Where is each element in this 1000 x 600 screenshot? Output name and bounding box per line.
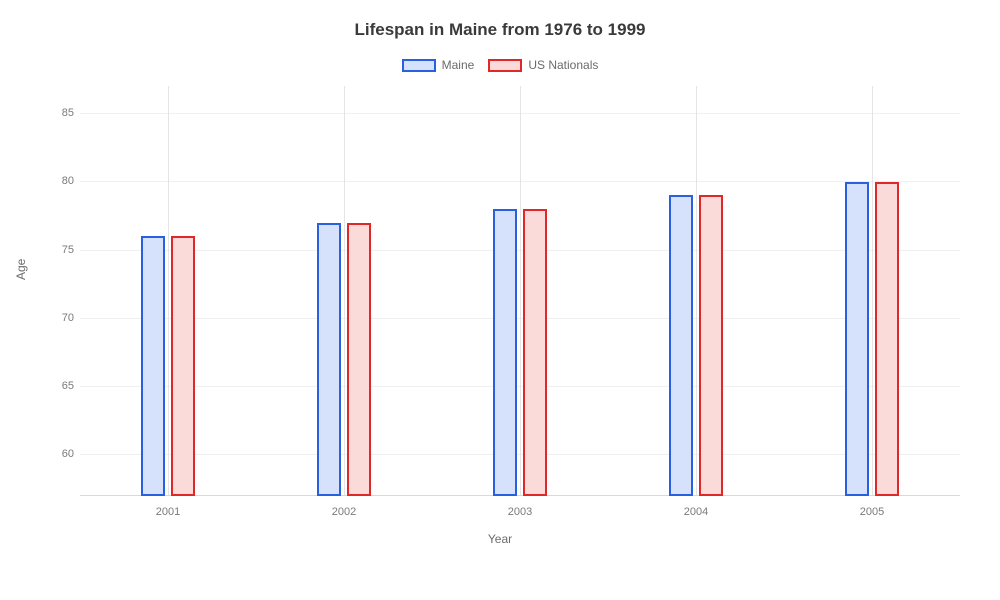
x-tick-label: 2001	[80, 506, 256, 518]
y-axis-label: Age	[14, 259, 28, 280]
x-tick-label: 2003	[432, 506, 608, 518]
bar	[141, 236, 166, 496]
bar-group: 2003	[432, 86, 608, 496]
bar	[317, 223, 342, 496]
legend: Maine US Nationals	[20, 58, 980, 72]
bar	[875, 182, 900, 496]
x-tick-label: 2005	[784, 506, 960, 518]
chart-container: Lifespan in Maine from 1976 to 1999 Main…	[0, 0, 1000, 600]
legend-item-us: US Nationals	[488, 58, 598, 72]
legend-swatch-icon	[402, 59, 436, 72]
bar-groups: 20012002200320042005	[80, 86, 960, 496]
y-tick-label: 85	[40, 107, 74, 119]
bar	[845, 182, 870, 496]
bar-group: 2002	[256, 86, 432, 496]
bar	[493, 209, 518, 496]
legend-swatch-icon	[488, 59, 522, 72]
x-axis-label: Year	[20, 532, 980, 546]
bar	[347, 223, 372, 496]
plot-area: 606570758085 20012002200320042005	[80, 86, 960, 526]
y-tick-label: 80	[40, 175, 74, 187]
bar-group: 2001	[80, 86, 256, 496]
bar-group: 2005	[784, 86, 960, 496]
chart-title: Lifespan in Maine from 1976 to 1999	[20, 20, 980, 40]
bar	[699, 195, 724, 496]
y-tick-label: 65	[40, 380, 74, 392]
y-tick-label: 60	[40, 448, 74, 460]
legend-label: Maine	[442, 58, 475, 72]
x-tick-label: 2004	[608, 506, 784, 518]
y-tick-label: 70	[40, 312, 74, 324]
y-tick-label: 75	[40, 244, 74, 256]
bar	[523, 209, 548, 496]
bar	[171, 236, 196, 496]
x-tick-label: 2002	[256, 506, 432, 518]
legend-item-maine: Maine	[402, 58, 475, 72]
bar-group: 2004	[608, 86, 784, 496]
legend-label: US Nationals	[528, 58, 598, 72]
bar	[669, 195, 694, 496]
